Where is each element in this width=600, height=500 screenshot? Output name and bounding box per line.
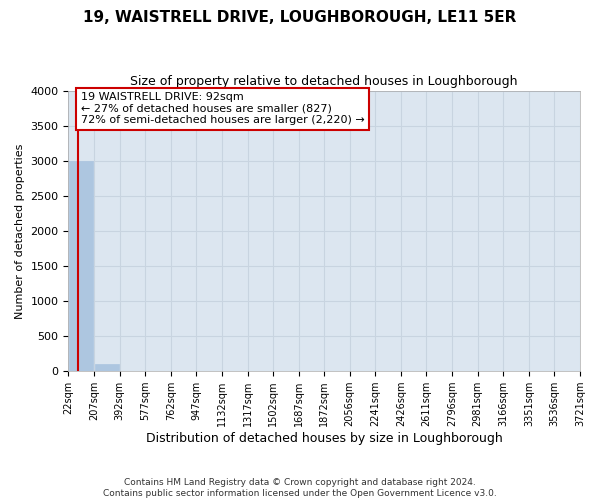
- Bar: [70, 160, 93, 371]
- Y-axis label: Number of detached properties: Number of detached properties: [15, 143, 25, 318]
- Text: 19 WAISTRELL DRIVE: 92sqm
← 27% of detached houses are smaller (827)
72% of semi: 19 WAISTRELL DRIVE: 92sqm ← 27% of detac…: [80, 92, 364, 125]
- Bar: [95, 364, 119, 371]
- X-axis label: Distribution of detached houses by size in Loughborough: Distribution of detached houses by size …: [146, 432, 503, 445]
- Text: Contains HM Land Registry data © Crown copyright and database right 2024.
Contai: Contains HM Land Registry data © Crown c…: [103, 478, 497, 498]
- Title: Size of property relative to detached houses in Loughborough: Size of property relative to detached ho…: [130, 75, 518, 88]
- Text: 19, WAISTRELL DRIVE, LOUGHBOROUGH, LE11 5ER: 19, WAISTRELL DRIVE, LOUGHBOROUGH, LE11 …: [83, 10, 517, 25]
